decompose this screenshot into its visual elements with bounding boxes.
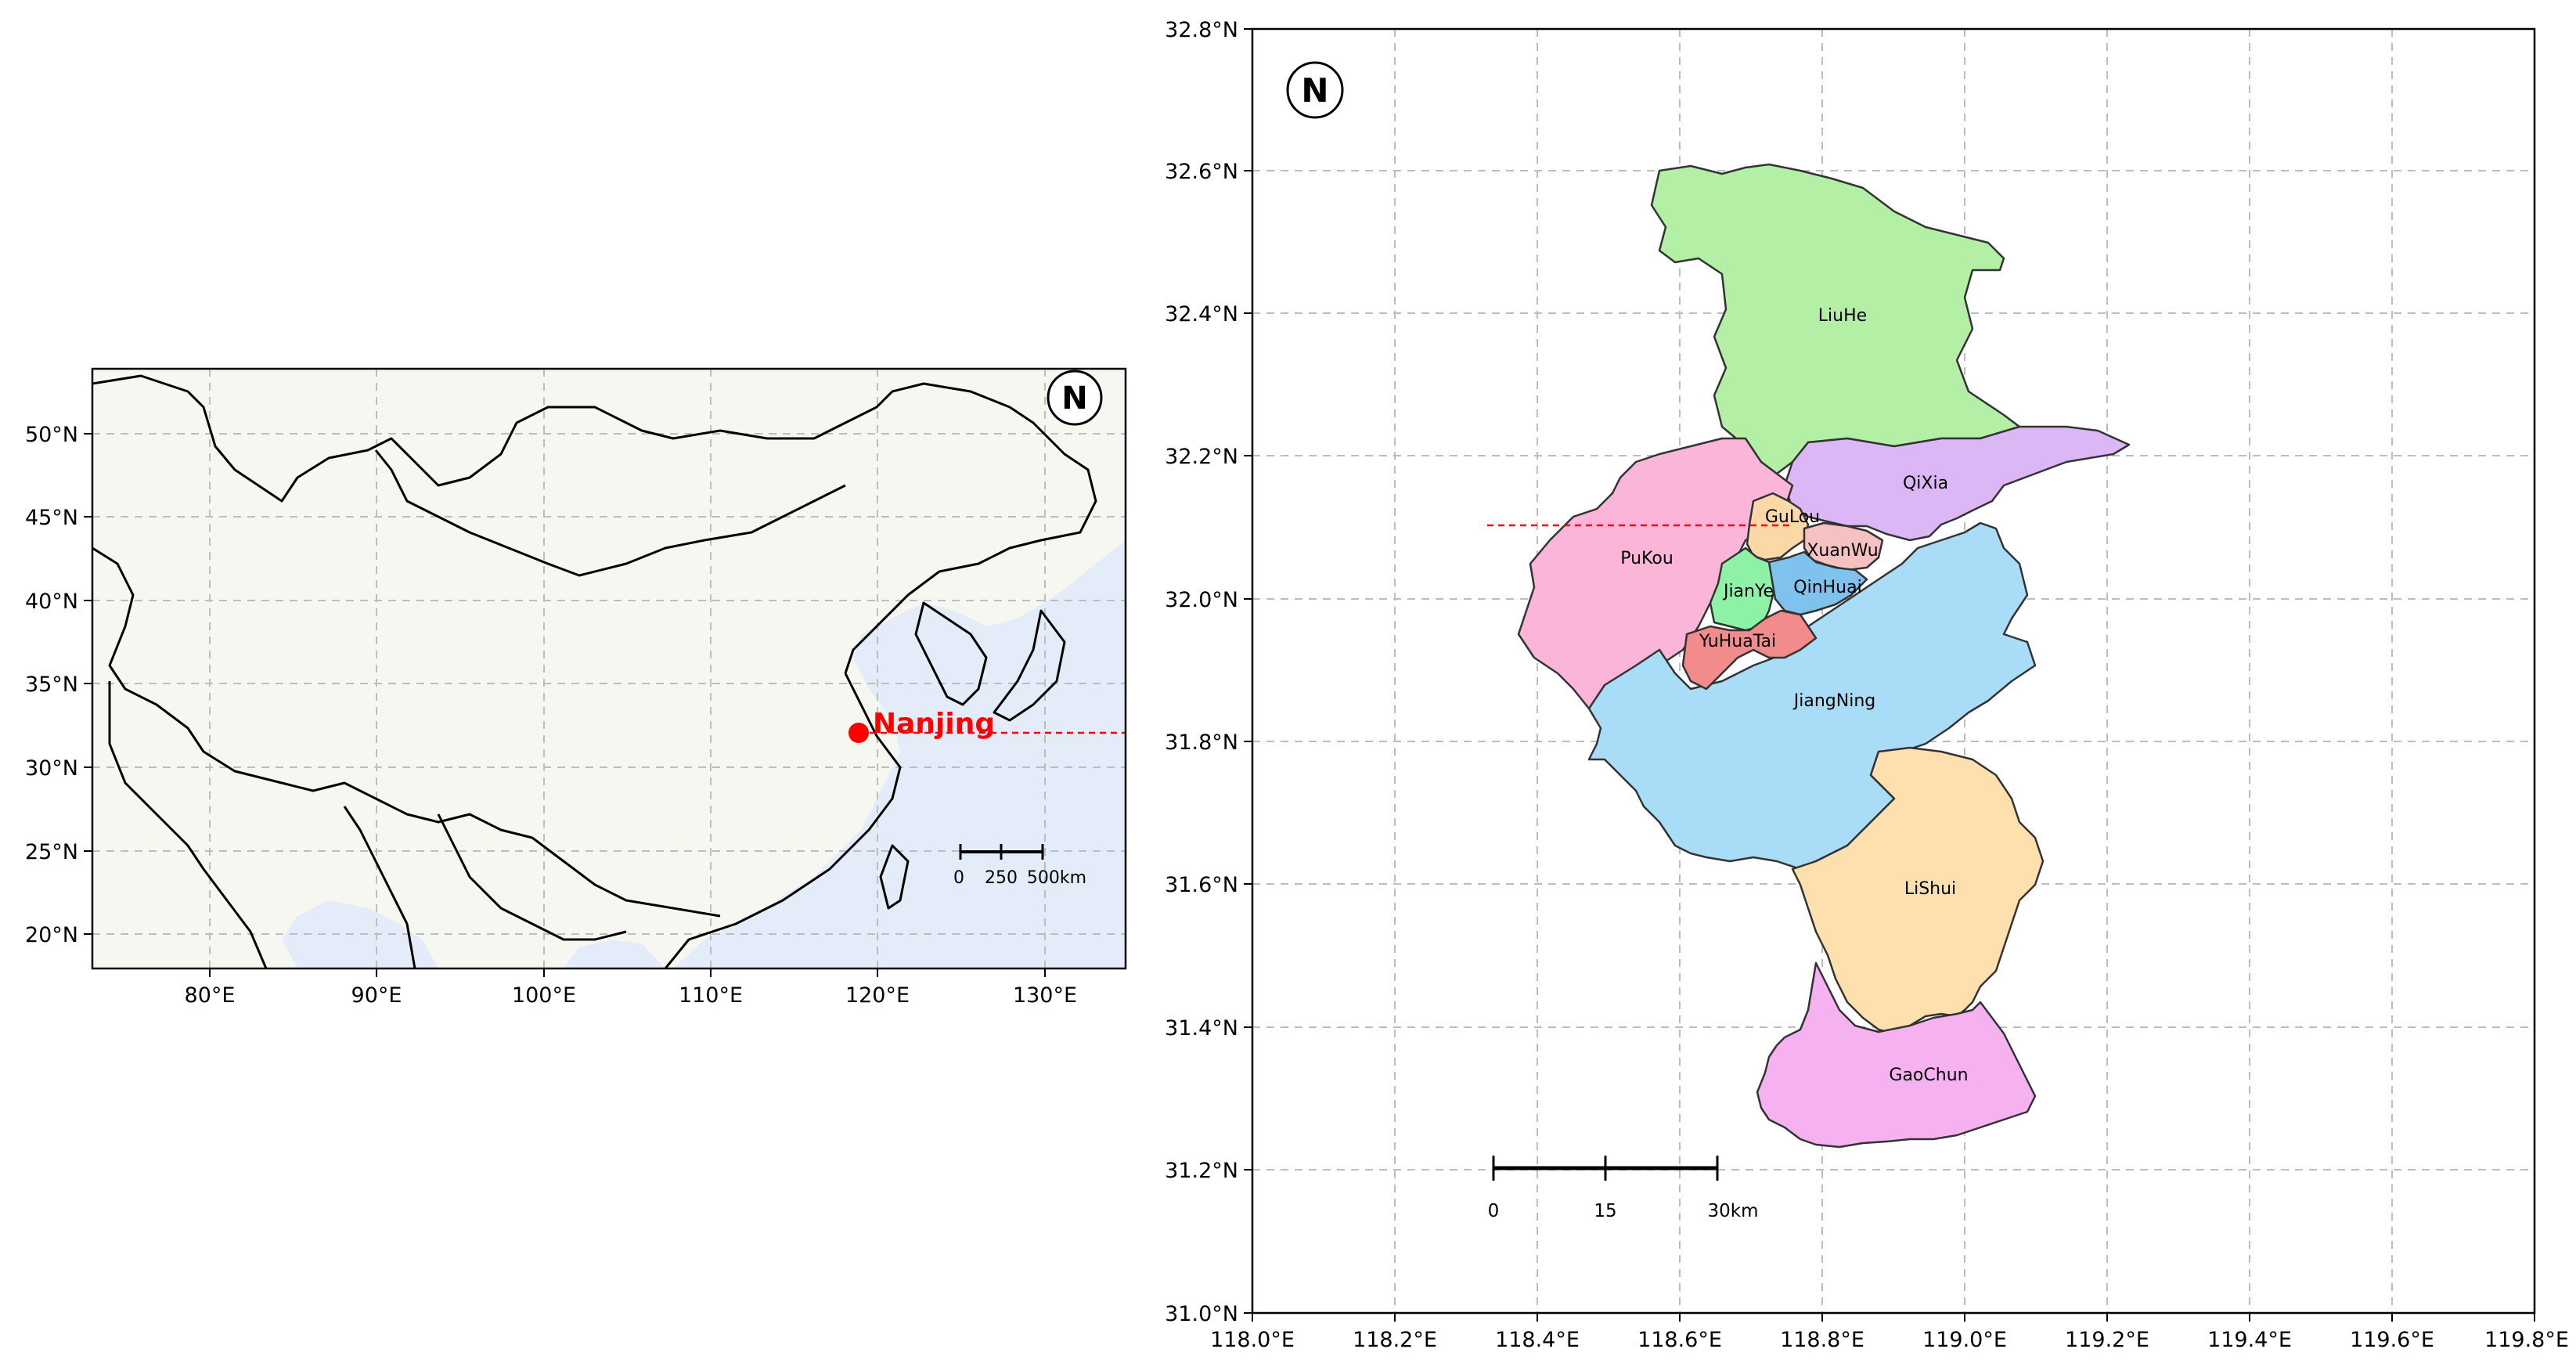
lat-tick-label: 50°N — [25, 423, 78, 447]
overview-north-arrow: N — [1047, 370, 1103, 426]
overview-grid — [92, 369, 1126, 968]
overview-ocean — [673, 540, 1126, 968]
overview-map: Nanjing N 0 250 500km 80°E 90°E 100°E — [25, 367, 1127, 1008]
lat-tick-label: 20°N — [25, 923, 78, 947]
lon-tick-label: 118.6°E — [1637, 1328, 1722, 1352]
lon-tick-label: 90°E — [351, 983, 402, 1008]
district-label: GaoChun — [1889, 1066, 1968, 1085]
scale-label: 500km — [1027, 868, 1086, 888]
lat-tick-label: 32.4°N — [1165, 302, 1238, 326]
scale-label: 0 — [953, 868, 964, 888]
district-lishui — [1791, 746, 2045, 1035]
lon-tick-label: 118.4°E — [1495, 1328, 1580, 1352]
overview-borders — [92, 374, 1097, 968]
districts — [1517, 163, 2131, 1149]
overview-lat-axis: 50°N 45°N 40°N 35°N 30°N 25°N 20°N — [25, 423, 92, 947]
north-circle — [1047, 370, 1103, 426]
lon-tick-label: 119.2°E — [2065, 1328, 2149, 1352]
district-qixia — [1783, 425, 2131, 542]
overview-ocean — [564, 940, 665, 968]
lat-tick-label: 25°N — [25, 840, 78, 864]
lon-tick-label: 118.0°E — [1210, 1328, 1295, 1352]
district-label: XuanWu — [1807, 541, 1878, 561]
lat-tick-label: 31.4°N — [1165, 1016, 1238, 1041]
district-label: PuKou — [1620, 549, 1673, 568]
district-label: JianYe — [1722, 582, 1774, 601]
detail-lon-axis: 118.0°E 118.2°E 118.4°E 118.6°E 118.8°E … — [1210, 1313, 2569, 1352]
lat-tick-label: 40°N — [25, 590, 78, 614]
lat-tick-label: 35°N — [25, 673, 78, 697]
detail-north-arrow: N — [1286, 61, 1344, 119]
district-label: LiShui — [1904, 879, 1956, 899]
lat-tick-label: 31.6°N — [1165, 873, 1238, 897]
overview-lon-axis: 80°E 90°E 100°E 110°E 120°E 130°E — [185, 968, 1077, 1008]
overview-scale-bar: 0 250 500km — [953, 844, 1086, 888]
district-label: JiangNing — [1792, 691, 1875, 711]
lon-tick-label: 110°E — [679, 983, 743, 1008]
lon-tick-label: 119.0°E — [1922, 1328, 2007, 1352]
detail-lat-axis: 32.8°N 32.6°N 32.4°N 32.2°N 32.0°N 31.8°… — [1165, 18, 1252, 1326]
district-label: GuLou — [1765, 507, 1820, 527]
lat-tick-label: 31.8°N — [1165, 730, 1238, 755]
scale-label: 30km — [1708, 1201, 1759, 1221]
lon-tick-label: 118.2°E — [1353, 1328, 1437, 1352]
lat-tick-label: 32.6°N — [1165, 160, 1238, 184]
district-labels: LiuHe QiXia PuKou GuLou XuanWu JianYe Qi… — [1620, 306, 1968, 1085]
district-label: YuHuaTai — [1699, 632, 1776, 651]
lon-tick-label: 120°E — [845, 983, 910, 1008]
scale-label: 15 — [1594, 1201, 1616, 1221]
lat-tick-label: 32.0°N — [1165, 588, 1238, 612]
lon-tick-label: 80°E — [185, 983, 236, 1008]
lon-tick-label: 100°E — [512, 983, 576, 1008]
lon-tick-label: 119.8°E — [2484, 1328, 2569, 1352]
lat-tick-label: 31.0°N — [1165, 1302, 1238, 1326]
detail-scale-bar: 0 15 30km — [1488, 1156, 1759, 1221]
lat-tick-label: 32.8°N — [1165, 18, 1238, 42]
district-yuhuatai — [1681, 609, 1818, 691]
district-label: QinHuai — [1793, 578, 1861, 597]
lat-tick-label: 30°N — [25, 756, 78, 781]
north-label: N — [1061, 381, 1087, 417]
lat-tick-label: 32.2°N — [1165, 445, 1238, 469]
district-jiangning — [1587, 521, 2037, 871]
lon-tick-label: 130°E — [1013, 983, 1077, 1008]
scale-label: 0 — [1488, 1201, 1500, 1221]
nanjing-marker — [848, 723, 869, 743]
district-gulou — [1746, 492, 1810, 561]
lon-tick-label: 119.4°E — [2207, 1328, 2292, 1352]
nanjing-label: Nanjing — [873, 708, 995, 740]
district-label: QiXia — [1903, 474, 1948, 493]
north-label: N — [1301, 71, 1328, 110]
lat-tick-label: 31.2°N — [1165, 1159, 1238, 1183]
district-gaochun — [1756, 961, 2037, 1149]
lat-tick-label: 45°N — [25, 506, 78, 530]
lon-tick-label: 119.6°E — [2350, 1328, 2434, 1352]
north-circle — [1286, 61, 1344, 119]
scale-label: 250 — [985, 868, 1018, 888]
detail-map: LiuHe QiXia PuKou GuLou XuanWu JianYe Qi… — [1165, 18, 2569, 1352]
district-label: LiuHe — [1818, 306, 1867, 326]
lon-tick-label: 118.8°E — [1780, 1328, 1864, 1352]
